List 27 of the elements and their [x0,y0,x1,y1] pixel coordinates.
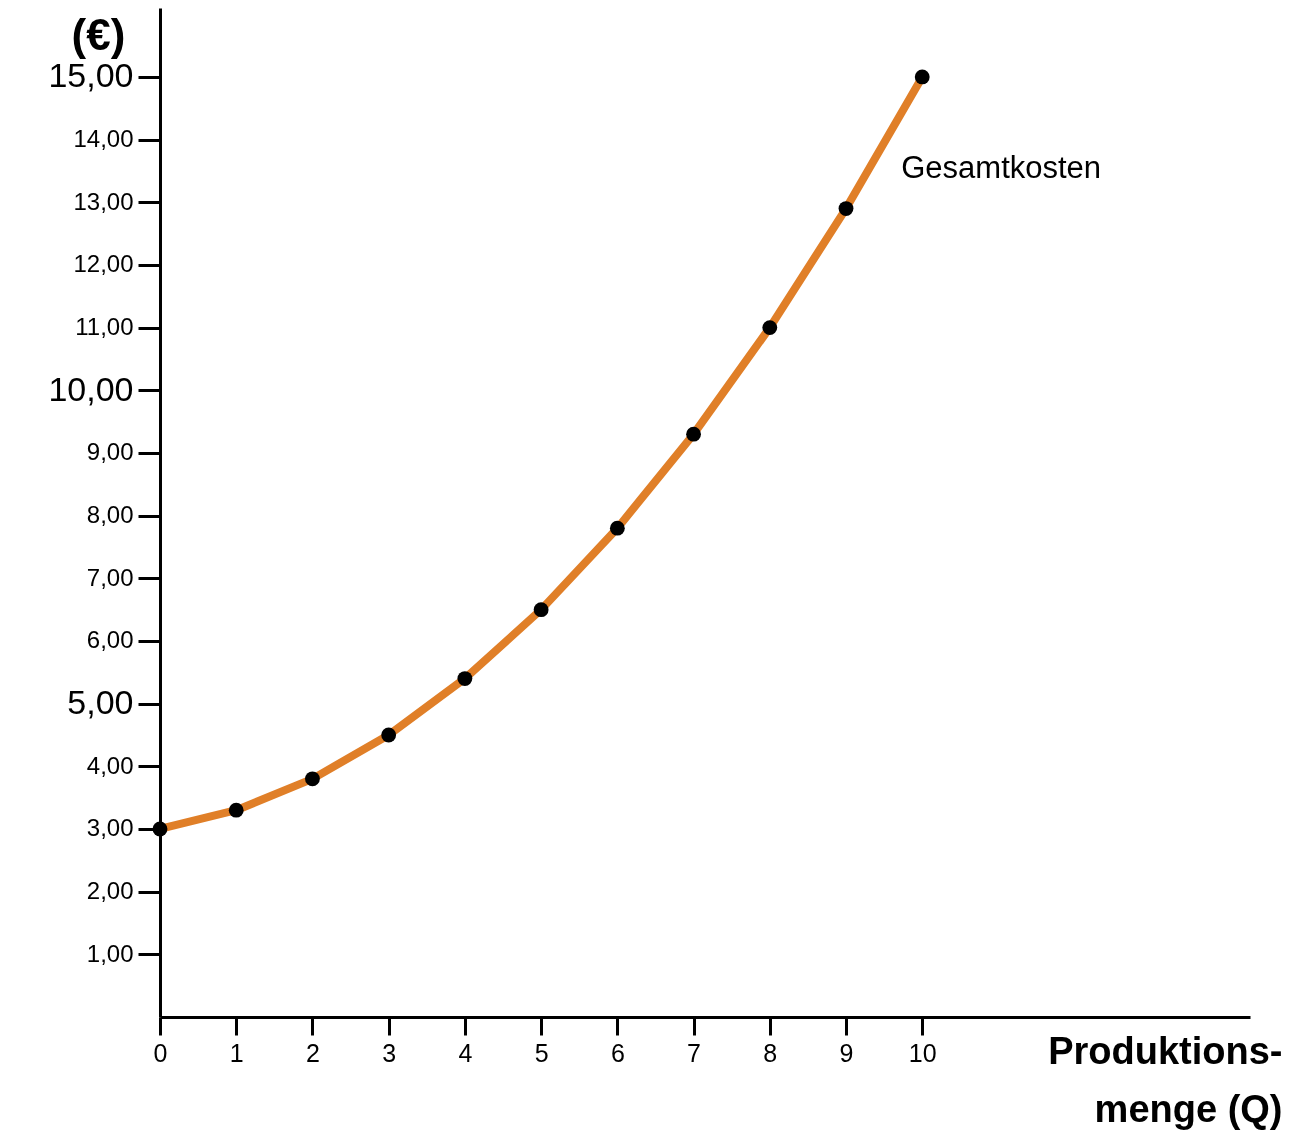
x-tick-label: 5 [534,1038,549,1067]
y-tick-label: 3,00 [86,814,134,842]
y-tick-label: 14,00 [73,125,134,153]
x-tick-label: 2 [305,1038,320,1067]
y-tick-label: 4,00 [86,751,134,779]
y-tick-label: 13,00 [73,187,134,215]
x-tick-label: 6 [610,1038,625,1067]
x-tick-label: 1 [229,1038,244,1067]
x-tick-label: 4 [458,1038,473,1067]
y-tick-label: 10,00 [48,369,134,408]
y-tick-label: 1,00 [86,939,134,967]
y-tick-label: 5,00 [67,683,134,722]
x-tick-label: 3 [382,1038,397,1067]
y-tick-label: 11,00 [75,313,134,341]
x-tick-label: 9 [839,1038,854,1067]
y-tick-label: 12,00 [73,250,134,278]
x-tick-label: 10 [908,1038,937,1067]
x-axis-title: Produktions- menge (Q) [1048,1029,1283,1130]
x-tick-label: 0 [153,1038,168,1067]
y-tick-label: 6,00 [86,626,134,654]
y-tick-label: 2,00 [86,877,134,905]
x-tick-label: 8 [763,1038,778,1067]
x-tick-label: 7 [687,1038,702,1067]
series-label: Gesamtkosten [901,149,1102,185]
y-tick-label: 8,00 [86,501,134,529]
y-tick-label: 9,00 [86,438,134,466]
y-tick-label: 7,00 [86,563,134,591]
